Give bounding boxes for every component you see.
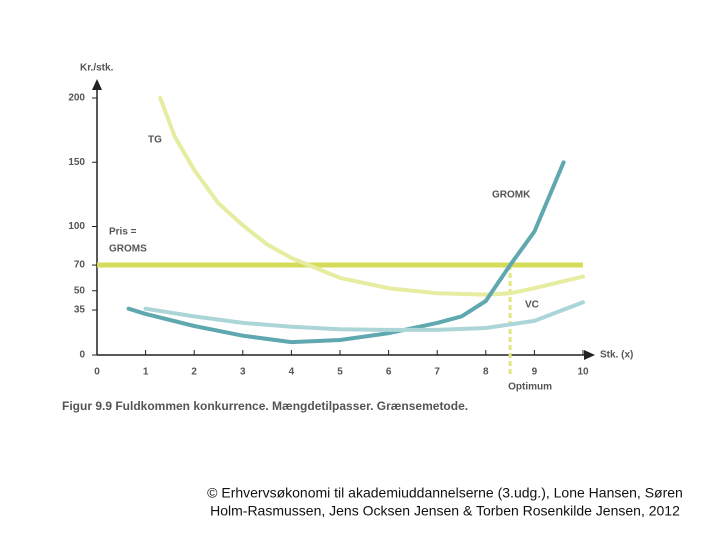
x-tick-label: 9: [532, 367, 538, 378]
y-tick-label: 100: [68, 221, 85, 232]
series-line: [158, 96, 585, 297]
y-tick-label: 150: [68, 157, 85, 168]
x-tick-label: 4: [289, 367, 295, 378]
x-tick-label: 1: [143, 367, 149, 378]
series-label: TG: [148, 135, 162, 146]
copyright: Holm-Rasmussen, Jens Ocksen Jensen & Tor…: [210, 503, 680, 519]
price-label: GROMS: [109, 244, 147, 255]
x-tick-label: 0: [94, 367, 100, 378]
series-line: [126, 160, 566, 345]
series-label: VC: [525, 300, 539, 311]
x-tick-label: 2: [191, 367, 197, 378]
x-tick-label: 8: [483, 367, 489, 378]
y-arrow: [92, 79, 102, 90]
series-line: [143, 300, 585, 332]
x-axis-label: Stk. (x): [600, 350, 633, 361]
y-tick-label: 200: [68, 93, 85, 104]
x-tick-label: 10: [577, 367, 589, 378]
y-tick-label: 35: [74, 305, 86, 316]
x-tick-label: 5: [337, 367, 343, 378]
optimum-label: Optimum: [508, 382, 552, 393]
x-tick-label: 7: [434, 367, 440, 378]
x-tick-label: 6: [386, 367, 392, 378]
copyright: © Erhvervsøkonomi til akademiuddannelser…: [207, 485, 683, 501]
x-tick-label: 3: [240, 367, 246, 378]
price-label: Pris =: [109, 227, 137, 238]
x-arrow: [584, 350, 595, 360]
y-tick-label: 70: [74, 260, 86, 271]
y-axis-label: Kr./stk.: [80, 63, 114, 74]
y-tick-label: 0: [79, 350, 85, 361]
y-tick-label: 50: [74, 285, 86, 296]
series-label: GROMK: [492, 190, 531, 201]
caption: Figur 9.9 Fuldkommen konkurrence. Mængde…: [62, 399, 468, 413]
